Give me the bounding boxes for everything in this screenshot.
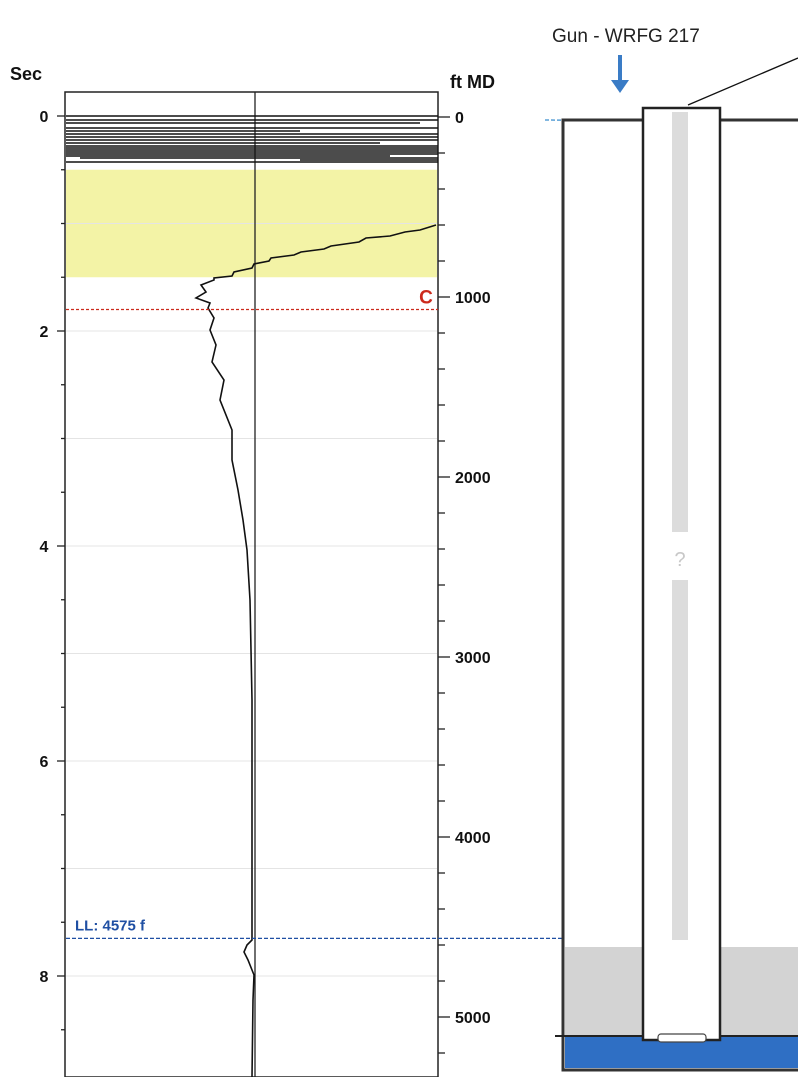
sec-axis-title: Sec [10,64,42,84]
top-noise-lines [66,115,438,163]
sec-tick-label: 0 [40,109,49,126]
tubing-bottom-plug [657,1033,707,1043]
sec-tick-label: 4 [40,539,49,556]
acoustic-trace [194,224,437,1077]
marker-ll-label: LL: 4575 f [75,917,146,934]
leader-line-top [687,57,798,106]
depth-tick-label: 4000 [455,830,491,847]
sec-tick-label: 8 [40,969,49,986]
tubing-fluid-lower [672,580,688,940]
depth-tick-label: 0 [455,110,464,127]
well-schematic: Gun - WRFG 217 ? [544,26,798,1072]
depth-axis: 0 1000 2000 3000 4000 5000 [438,110,491,1054]
depth-tick-label: 5000 [455,1010,491,1027]
unknown-question-mark: ? [674,549,685,571]
sec-tick-label: 2 [40,324,49,341]
gun-arrow-icon [611,55,629,93]
log-panel: C LL: 4575 f 0 2 4 6 8 0 1000 2000 3000 4000 5000… [10,64,798,1077]
sec-axis: 0 2 4 6 8 [40,109,65,1031]
marker-c-label: C [419,288,433,309]
depth-tick-label: 3000 [455,650,491,667]
gun-label: Gun - WRFG 217 [552,26,700,47]
depth-tick-label: 2000 [455,470,491,487]
depth-tick-label: 1000 [455,290,491,307]
sec-tick-label: 6 [40,754,49,771]
depth-axis-title: ft MD [450,72,495,92]
tubing-fluid-upper [672,112,688,532]
